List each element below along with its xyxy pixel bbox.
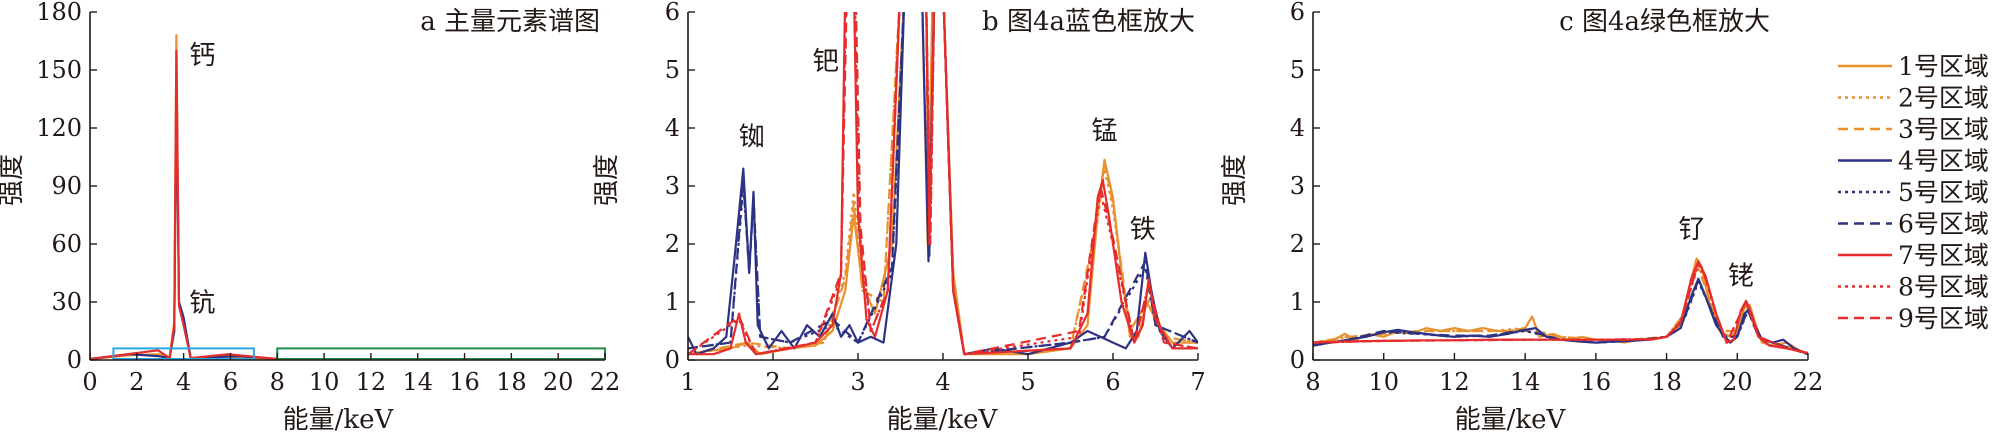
x-tick-label: 16 xyxy=(449,368,480,396)
series-line-1号区域 xyxy=(90,34,605,360)
element-annotation: 铁 xyxy=(1130,215,1156,245)
panel-b-title: b 图4a蓝色框放大 xyxy=(982,7,1195,37)
legend-label: 8号区域 xyxy=(1898,273,1989,302)
series-line-6号区域 xyxy=(688,12,1198,356)
x-tick-label: 16 xyxy=(1581,368,1612,396)
y-tick-label: 120 xyxy=(36,114,82,142)
legend-label: 1号区域 xyxy=(1898,52,1989,81)
element-annotation: 钯 xyxy=(813,47,839,77)
x-tick-label: 10 xyxy=(1368,368,1399,396)
x-tick-label: 4 xyxy=(935,368,950,396)
x-tick-label: 14 xyxy=(402,368,433,396)
legend-label: 6号区域 xyxy=(1898,210,1989,239)
y-tick-label: 60 xyxy=(51,230,82,258)
series-group xyxy=(688,12,1198,356)
x-tick-label: 5 xyxy=(1020,368,1035,396)
x-tick-label: 8 xyxy=(1305,368,1320,396)
y-tick-label: 2 xyxy=(1290,230,1305,258)
element-annotation: 钌 xyxy=(1678,215,1704,245)
series-group xyxy=(90,34,605,360)
legend-label: 4号区域 xyxy=(1898,147,1989,176)
y-tick-label: 150 xyxy=(36,56,82,84)
y-tick-label: 6 xyxy=(665,0,680,26)
panel-b-xlabel: 能量/keV xyxy=(887,405,999,435)
panel-a-ylabel: 强度 xyxy=(0,154,27,206)
series-line-3号区域 xyxy=(688,12,1198,356)
x-tick-label: 18 xyxy=(496,368,527,396)
y-tick-label: 4 xyxy=(1290,114,1305,142)
series-line-7号区域 xyxy=(90,49,605,360)
x-tick-label: 20 xyxy=(543,368,574,396)
x-tick-label: 3 xyxy=(850,368,865,396)
y-tick-label: 3 xyxy=(665,172,680,200)
x-tick-label: 18 xyxy=(1651,368,1682,396)
element-annotation: 铑 xyxy=(1728,262,1754,292)
panel-c-title: c 图4a绿色框放大 xyxy=(1559,7,1770,37)
x-tick-label: 2 xyxy=(129,368,144,396)
x-tick-label: 6 xyxy=(1105,368,1120,396)
x-tick-label: 8 xyxy=(270,368,285,396)
x-tick-label: 0 xyxy=(82,368,97,396)
panel-b: b 图4a蓝色框放大 能量/keV 强度 xyxy=(592,7,1195,435)
legend-label: 3号区域 xyxy=(1898,115,1989,144)
x-tick-label: 7 xyxy=(1190,368,1205,396)
y-tick-label: 0 xyxy=(1290,346,1305,374)
panel-b-ylabel: 强度 xyxy=(592,154,622,206)
series-line-8号区域 xyxy=(688,12,1198,356)
y-tick-label: 5 xyxy=(665,56,680,84)
x-tick-label: 20 xyxy=(1722,368,1753,396)
series-line-4号区域 xyxy=(90,78,605,360)
x-tick-label: 14 xyxy=(1510,368,1541,396)
x-tick-label: 22 xyxy=(590,368,621,396)
panel-a: a 主量元素谱图 能量/keV 强度 xyxy=(0,7,600,435)
panel-c-ylabel: 强度 xyxy=(1220,154,1250,206)
y-tick-label: 180 xyxy=(36,0,82,26)
y-tick-label: 1 xyxy=(665,288,680,316)
legend-label: 5号区域 xyxy=(1898,178,1989,207)
y-tick-label: 3 xyxy=(1290,172,1305,200)
y-tick-label: 4 xyxy=(665,114,680,142)
x-tick-label: 22 xyxy=(1793,368,1824,396)
series-line-5号区域 xyxy=(1313,280,1808,356)
x-tick-label: 6 xyxy=(223,368,238,396)
x-tick-label: 12 xyxy=(356,368,387,396)
legend-label: 9号区域 xyxy=(1898,304,1989,333)
element-annotation: 钪 xyxy=(189,289,215,319)
element-annotation: 铷 xyxy=(739,122,765,152)
x-tick-label: 2 xyxy=(765,368,780,396)
y-tick-label: 1 xyxy=(1290,288,1305,316)
element-annotation: 锰 xyxy=(1091,117,1117,147)
x-tick-label: 1 xyxy=(680,368,695,396)
series-line-9号区域 xyxy=(688,12,1198,356)
zoom-box-1 xyxy=(276,347,606,360)
element-annotation: 钙 xyxy=(189,41,215,71)
y-tick-label: 2 xyxy=(665,230,680,258)
series-line-9号区域 xyxy=(1313,261,1808,355)
y-tick-label: 0 xyxy=(67,346,82,374)
legend-label: 2号区域 xyxy=(1898,84,1989,113)
series-line-7号区域 xyxy=(688,12,1198,356)
series-group xyxy=(1313,257,1808,356)
panel-c-xlabel: 能量/keV xyxy=(1455,405,1567,435)
panel-plot-0: 0 2 4 6 8 10 12 14 16 18 20 22 0 30 60 90 120 150 180 钙钪 xyxy=(36,0,620,396)
panel-a-xlabel: 能量/keV xyxy=(283,405,395,435)
y-tick-label: 5 xyxy=(1290,56,1305,84)
x-tick-label: 12 xyxy=(1439,368,1470,396)
panel-c: c 图4a绿色框放大 能量/keV 强度 xyxy=(1220,7,1770,435)
x-tick-label: 4 xyxy=(176,368,191,396)
y-tick-label: 90 xyxy=(51,172,82,200)
x-tick-label: 10 xyxy=(309,368,340,396)
y-tick-label: 0 xyxy=(665,346,680,374)
panel-a-title: a 主量元素谱图 xyxy=(420,7,600,37)
legend-label: 7号区域 xyxy=(1898,241,1989,270)
y-tick-label: 6 xyxy=(1290,0,1305,26)
y-tick-label: 30 xyxy=(51,288,82,316)
